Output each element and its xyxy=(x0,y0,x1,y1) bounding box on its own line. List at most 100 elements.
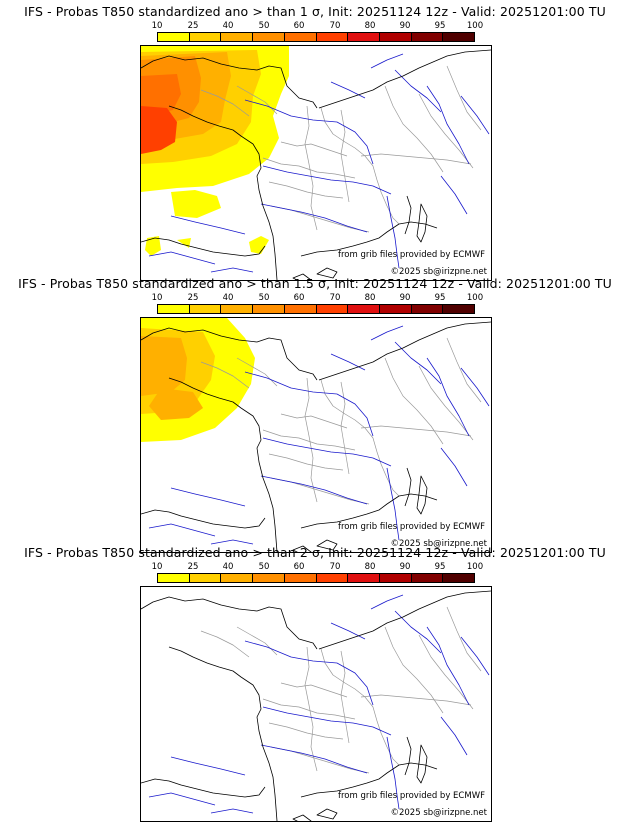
coastline xyxy=(168,105,278,280)
river xyxy=(460,95,490,135)
river xyxy=(244,640,374,706)
coastline xyxy=(141,596,318,650)
colorbar-tick-label: 70 xyxy=(329,21,341,31)
region-border xyxy=(280,413,348,429)
coastline xyxy=(404,195,412,235)
region-border xyxy=(280,682,348,698)
colorbar xyxy=(157,304,475,314)
colorbar-swatch xyxy=(221,33,254,41)
river xyxy=(210,808,254,814)
colorbar-swatch xyxy=(284,33,317,41)
map-canvas xyxy=(141,46,491,280)
colorbar-swatch xyxy=(189,574,222,582)
colorbar-swatch xyxy=(158,33,190,41)
river xyxy=(370,53,404,69)
probability-map: from grib files provided by ECMWF ©2025 … xyxy=(140,45,492,281)
river xyxy=(262,706,392,736)
region-border xyxy=(304,377,318,503)
colorbar-swatch xyxy=(316,305,349,313)
colorbar-swatch xyxy=(158,574,190,582)
river xyxy=(210,539,254,545)
region-border xyxy=(236,626,278,656)
colorbar-swatch xyxy=(221,574,254,582)
coastline xyxy=(416,475,428,515)
coastline xyxy=(316,808,338,820)
region-border xyxy=(446,65,482,131)
colorbar-tick-label: 60 xyxy=(293,21,305,31)
colorbar-tick-label: 90 xyxy=(399,293,411,303)
colorbar-swatch xyxy=(348,574,380,582)
coastline xyxy=(416,744,428,784)
region-border xyxy=(360,153,472,165)
river xyxy=(370,594,404,610)
source-credit: from grib files provided by ECMWF xyxy=(338,250,485,260)
colorbar-swatch xyxy=(253,33,285,41)
region-border xyxy=(262,698,356,720)
colorbar-tick-label: 10 xyxy=(151,21,163,31)
colorbar-swatch xyxy=(379,33,412,41)
river xyxy=(426,626,470,706)
river xyxy=(386,195,400,269)
region-border xyxy=(262,429,356,451)
river xyxy=(330,353,366,371)
probability-area xyxy=(141,106,177,154)
colorbar-ticks: 10 25 40 50 60 70 80 90 95 100 xyxy=(152,21,484,32)
river xyxy=(426,85,470,165)
colorbar-tick-label: 50 xyxy=(258,293,270,303)
coastline xyxy=(416,203,428,243)
river xyxy=(394,69,442,113)
coastline xyxy=(141,55,318,109)
coastline xyxy=(292,273,312,280)
river xyxy=(262,437,392,467)
probability-area xyxy=(145,236,161,256)
colorbar-swatch xyxy=(316,574,349,582)
colorbar-swatch xyxy=(189,305,222,313)
coastline xyxy=(316,267,338,279)
colorbar-ticks: 10 25 40 50 60 70 80 90 95 100 xyxy=(152,293,484,304)
river xyxy=(426,357,470,437)
probability-area xyxy=(141,336,187,396)
colorbar-swatch xyxy=(316,33,349,41)
colorbar-swatch xyxy=(221,305,254,313)
coastline xyxy=(300,493,438,529)
colorbar-tick-label: 40 xyxy=(222,21,234,31)
colorbar-tick-label: 80 xyxy=(364,21,376,31)
colorbar-tick-label: 90 xyxy=(399,562,411,572)
colorbar-swatch xyxy=(284,574,317,582)
colorbar-swatch xyxy=(348,305,380,313)
region-border xyxy=(304,105,318,231)
river xyxy=(260,744,368,774)
colorbar-tick-label: 50 xyxy=(258,21,270,31)
region-border xyxy=(268,181,344,199)
colorbar-tick-label: 100 xyxy=(466,293,484,303)
coastline xyxy=(316,539,338,551)
region-border xyxy=(360,694,472,706)
colorbar-swatch xyxy=(379,574,412,582)
colorbar xyxy=(157,573,475,583)
colorbar-swatch xyxy=(411,305,444,313)
river xyxy=(260,475,368,505)
map-canvas xyxy=(141,590,491,821)
river xyxy=(386,467,400,541)
river xyxy=(460,367,490,407)
coastline xyxy=(168,646,278,821)
river xyxy=(148,251,216,265)
colorbar-tick-label: 10 xyxy=(151,562,163,572)
region-border xyxy=(200,89,250,117)
probability-map: from grib files provided by ECMWF ©2025 … xyxy=(140,317,492,553)
source-credit: from grib files provided by ECMWF xyxy=(338,791,485,801)
colorbar-tick-label: 100 xyxy=(466,562,484,572)
colorbar-tick-label: 40 xyxy=(222,293,234,303)
colorbar xyxy=(157,32,475,42)
colorbar-tick-label: 95 xyxy=(434,562,446,572)
map-canvas xyxy=(141,318,491,552)
probability-area xyxy=(149,388,203,420)
colorbar-tick-label: 25 xyxy=(187,293,199,303)
region-border xyxy=(304,646,318,772)
region-border xyxy=(384,626,444,714)
region-border xyxy=(446,337,482,403)
river xyxy=(260,203,368,233)
coastline xyxy=(292,814,312,821)
river xyxy=(440,175,468,215)
probability-area xyxy=(141,74,181,116)
